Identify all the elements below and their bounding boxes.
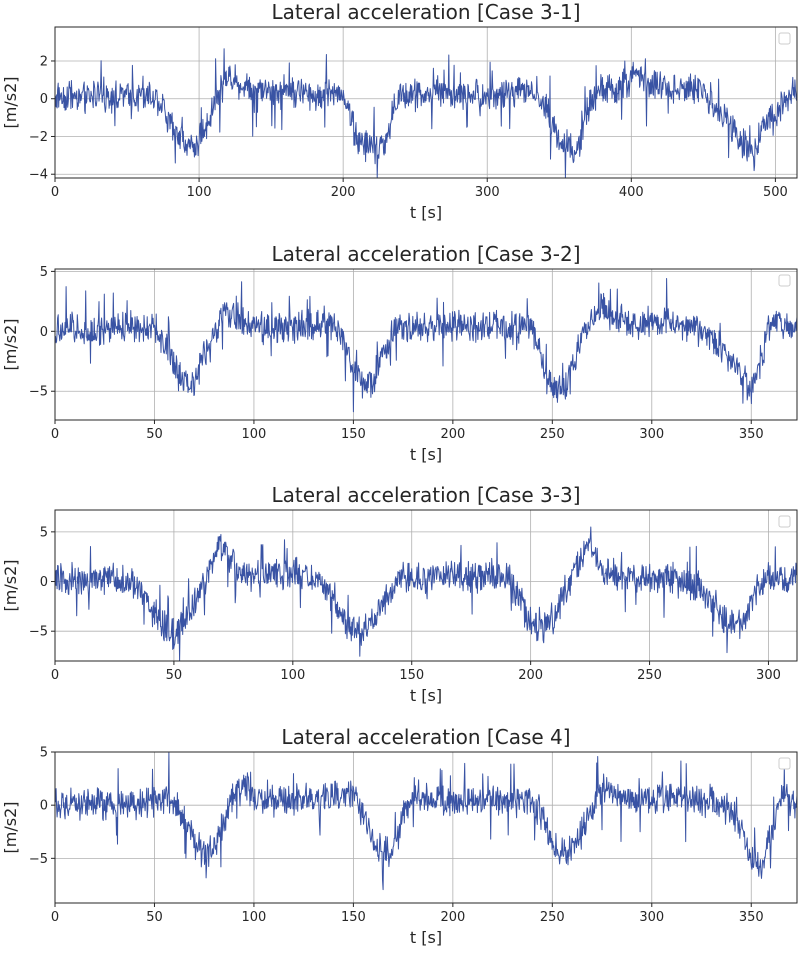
y-tick-label: −5 <box>29 852 48 867</box>
plot-area <box>55 27 797 178</box>
x-tick-label: 250 <box>637 668 662 683</box>
series-line <box>54 48 798 179</box>
axes-frame <box>54 26 798 179</box>
legend-box <box>778 274 791 287</box>
x-tick-label: 0 <box>51 668 59 683</box>
x-tick-label: 300 <box>756 668 781 683</box>
chart-1: 0 100 200 300 400 500 −4 −2 0 2 Lateral accelerati… <box>1 0 798 222</box>
x-tick-label: 200 <box>331 185 356 200</box>
x-tick-label: 100 <box>242 910 267 925</box>
chart-2: 0 50 100 150 200 250 300 350 −5 0 5 Lateral acceler… <box>1 242 798 464</box>
x-tick-label: 100 <box>242 427 267 442</box>
chart-3: 0 50 100 150 200 250 300 −5 0 5 Lateral accelerati… <box>1 483 798 705</box>
axes-frame <box>54 509 798 662</box>
x-tick-label: 250 <box>540 427 565 442</box>
chart-title: Lateral acceleration [Case 3-2] <box>271 242 580 266</box>
y-axis-label: [m/s2] <box>1 802 20 854</box>
y-tick-label: 0 <box>40 575 48 590</box>
x-axis-label: t [s] <box>410 686 442 705</box>
chart-4: 0 50 100 150 200 250 300 350 −5 0 5 Lateral acceler… <box>1 725 798 947</box>
x-tick-label: 500 <box>763 185 788 200</box>
x-axis-label: t [s] <box>410 928 442 947</box>
legend-box <box>778 515 791 528</box>
x-tick-label: 250 <box>540 910 565 925</box>
x-tick-label: 0 <box>51 427 59 442</box>
y-tick-label: −5 <box>29 385 48 400</box>
y-tick-label: 5 <box>40 265 48 280</box>
y-tick-label: 0 <box>40 92 48 107</box>
x-tick-label: 300 <box>639 910 664 925</box>
x-tick-label: 50 <box>166 668 183 683</box>
chart-title: Lateral acceleration [Case 3-3] <box>271 483 580 507</box>
x-tick-label: 300 <box>639 427 664 442</box>
x-axis-label: t [s] <box>410 203 442 222</box>
axes-frame <box>54 268 798 421</box>
x-tick-label: 200 <box>440 910 465 925</box>
y-tick-label: 5 <box>40 525 48 540</box>
x-tick-label: 50 <box>146 910 163 925</box>
x-tick-label: 150 <box>341 427 366 442</box>
x-tick-label: 200 <box>518 668 543 683</box>
y-tick-label: 2 <box>40 54 48 69</box>
series-line <box>54 526 798 662</box>
y-tick-label: −2 <box>29 130 48 145</box>
x-tick-label: 300 <box>475 185 500 200</box>
x-tick-label: 100 <box>280 668 305 683</box>
x-tick-label: 350 <box>739 910 764 925</box>
x-tick-label: 200 <box>440 427 465 442</box>
y-tick-label: −4 <box>29 168 48 183</box>
x-tick-label: 0 <box>51 910 59 925</box>
y-axis-label: [m/s2] <box>1 77 20 129</box>
y-tick-label: 5 <box>40 746 48 761</box>
x-tick-label: 350 <box>739 427 764 442</box>
axes-frame <box>54 751 798 904</box>
chart-title: Lateral acceleration [Case 4] <box>281 725 570 749</box>
y-tick-label: 0 <box>40 799 48 814</box>
x-tick-label: 400 <box>619 185 644 200</box>
series-line <box>54 752 798 891</box>
y-axis-label: [m/s2] <box>1 560 20 612</box>
x-tick-label: 0 <box>51 185 59 200</box>
x-axis-label: t [s] <box>410 445 442 464</box>
legend-box <box>778 32 791 45</box>
y-tick-label: 0 <box>40 325 48 340</box>
series-line <box>54 278 798 413</box>
x-tick-label: 50 <box>146 427 163 442</box>
x-tick-label: 100 <box>187 185 212 200</box>
x-tick-label: 150 <box>341 910 366 925</box>
x-tick-label: 150 <box>399 668 424 683</box>
plot-area <box>55 269 797 420</box>
y-tick-label: −5 <box>29 625 48 640</box>
legend-box <box>778 757 791 770</box>
plot-area <box>55 752 797 903</box>
y-axis-label: [m/s2] <box>1 319 20 371</box>
chart-title: Lateral acceleration [Case 3-1] <box>271 0 580 24</box>
